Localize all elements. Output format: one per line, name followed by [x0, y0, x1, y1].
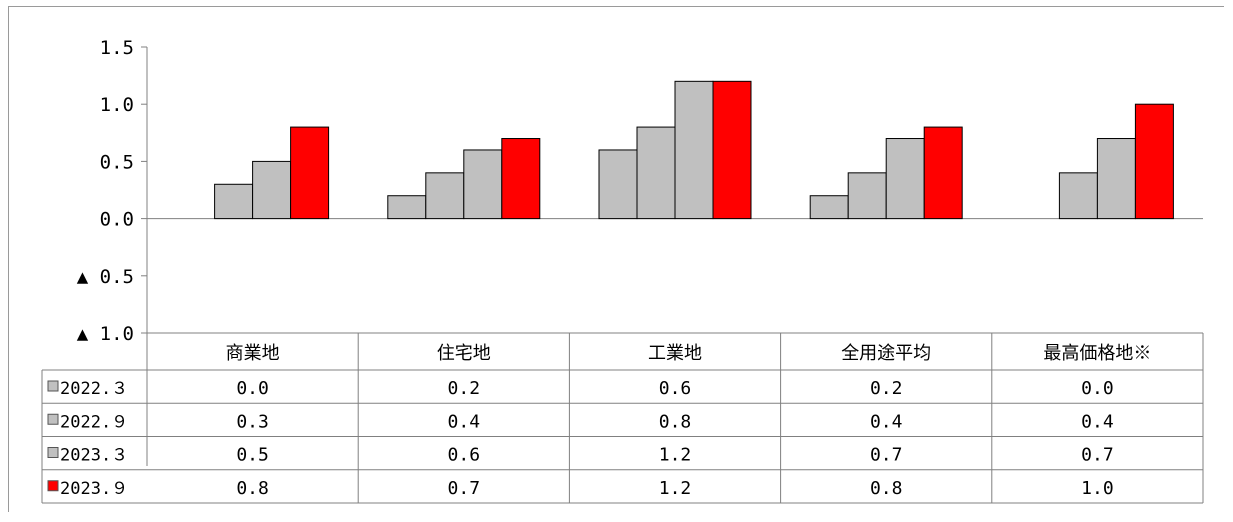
y-tick-label: ▲ 0.5: [77, 266, 134, 288]
table-cell: 0.8: [659, 411, 692, 432]
legend-key: [47, 413, 59, 425]
legend-label: 2023.９: [60, 479, 128, 499]
table-cell: 0.8: [236, 478, 269, 499]
table-cell: 0.7: [1081, 445, 1114, 466]
table-cell: 0.2: [448, 378, 481, 399]
bar: [1058, 172, 1098, 220]
category-label: 最高価格地※: [1043, 343, 1151, 364]
bar: [636, 126, 676, 220]
category-label: 全用途平均: [841, 343, 931, 364]
bar: [1134, 103, 1174, 220]
bar: [252, 160, 292, 220]
bar: [674, 80, 714, 220]
table-cell: 0.2: [870, 378, 903, 399]
table-cell: 0.6: [659, 378, 692, 399]
chart-frame: [8, 6, 1224, 512]
bar: [214, 183, 254, 220]
category-label: 商業地: [226, 343, 280, 364]
bar: [1096, 138, 1136, 220]
bar: [809, 195, 849, 220]
bar: [387, 195, 427, 220]
y-tick-label: 0.5: [100, 151, 134, 173]
y-tick-label: ▲ 1.0: [77, 323, 134, 345]
table-cell: 0.8: [870, 478, 903, 499]
legend-label: 2022.９: [60, 412, 128, 432]
table-cell: 0.4: [870, 411, 903, 432]
table-cell: 0.3: [236, 411, 269, 432]
table-cell: 0.7: [448, 478, 481, 499]
table-cell: 1.2: [659, 445, 692, 466]
table-cell: 0.4: [1081, 411, 1114, 432]
bar: [885, 138, 925, 220]
legend-label: 2023.３: [60, 446, 128, 466]
legend-key: [47, 447, 59, 458]
bar: [425, 172, 465, 220]
table-cell: 1.2: [659, 478, 692, 499]
category-label: 住宅地: [437, 343, 491, 364]
table-cell: 0.5: [236, 445, 269, 466]
table-cell: 0.0: [1081, 378, 1114, 399]
table-cell: 0.6: [448, 445, 481, 466]
table-cell: 0.0: [236, 378, 269, 399]
bar: [463, 149, 503, 220]
table-cell: 1.0: [1081, 478, 1114, 499]
bar: [598, 149, 638, 220]
bar: [501, 138, 541, 220]
bar: [712, 80, 752, 220]
y-tick-label: 1.5: [100, 37, 134, 59]
legend-key: [47, 480, 59, 492]
legend-label: 2022.３: [60, 379, 128, 399]
bar: [290, 126, 330, 220]
table-cell: 0.7: [870, 445, 903, 466]
y-tick-label: 1.0: [100, 94, 134, 116]
bar: [847, 172, 887, 220]
y-tick-label: 0.0: [100, 209, 134, 231]
table-cell: 0.4: [448, 411, 481, 432]
legend-key: [47, 380, 59, 392]
bar: [923, 126, 963, 220]
category-label: 工業地: [648, 343, 702, 364]
